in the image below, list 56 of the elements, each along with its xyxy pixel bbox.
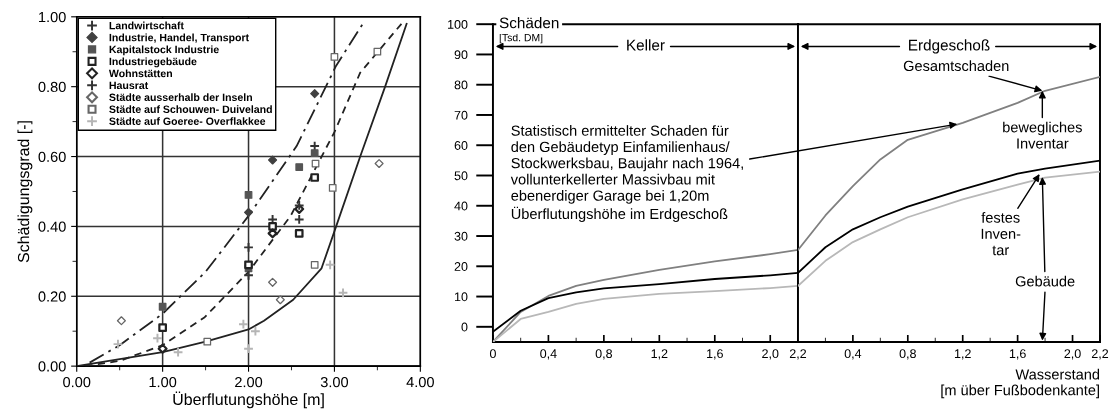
- legend-label: Hausrat: [109, 81, 149, 90]
- legend-label: Städte ausserhalb der Inseln: [109, 93, 252, 102]
- x-tick-label: 4.00: [406, 376, 434, 388]
- annotation: [Tsd. DM]: [499, 33, 543, 44]
- y-tick-label: 60: [454, 141, 468, 150]
- x-tick-label: 2,0: [762, 349, 779, 360]
- annotation: Gesamtschaden: [903, 60, 1009, 72]
- x-tick-label: 0,4: [540, 349, 557, 360]
- x-tick-label: 2,2: [789, 349, 807, 360]
- text: Erdgeschoß: [909, 39, 990, 54]
- x-tick-label: 0.00: [63, 376, 91, 388]
- x-tick-label: 0: [489, 349, 496, 359]
- y-tick-label: 0.80: [38, 81, 66, 93]
- y-axis-title: Schädigungsgrad [-]: [17, 121, 33, 263]
- x-tick-label: 0,8: [595, 349, 613, 360]
- legend-label: Industriegebäude: [109, 57, 197, 68]
- x-tick-label: 1,6: [1009, 349, 1026, 360]
- x-tick-label: 3.00: [320, 376, 349, 388]
- text: Keller: [627, 39, 665, 51]
- x-tick-label: 2,0: [1064, 349, 1081, 360]
- x-tick-label: 0,4: [844, 349, 862, 360]
- y-tick-label: 90: [454, 50, 468, 60]
- y-tick-label: 0: [461, 322, 468, 332]
- y-tick-label: 20: [454, 262, 468, 271]
- legend-label: Städte auf Goeree- Overflakkee: [109, 117, 266, 125]
- x-tick-label: 1.00: [149, 376, 177, 388]
- annotation: Statistisch ermittelter Schaden für den Gebäudetyp Einfamilienhaus/ Stockwerksbau, Baujahr nach 1964, vollunterkellerter Massivbau mit ebenerdiger Garage bei 1,20m Überflutungshöhe im Erdgeschoß: [510, 125, 743, 222]
- legend-label: Kapitalstock Industrie: [109, 45, 219, 56]
- annotation: festes Inven- tar: [981, 212, 1021, 256]
- x-tick-label: 1,6: [707, 349, 723, 360]
- y-tick-label: 0.20: [38, 291, 66, 302]
- y-tick-label: 1.00: [39, 11, 66, 23]
- x-tick-label: 1,2: [651, 349, 668, 360]
- x-tick-label: 2,2: [1091, 349, 1109, 360]
- y-tick-label: 40: [454, 201, 468, 211]
- legend-label: Landwirtschaft: [109, 21, 184, 30]
- x-axis-title: Wasserstand [m über Fußbodenkante]: [941, 368, 1100, 399]
- x-axis-title: Überflutungshöhe [m]: [173, 391, 324, 409]
- y-axis-title: Schäden: [499, 17, 559, 29]
- y-tick-label: 0.00: [38, 361, 66, 372]
- x-tick-label: 0,8: [899, 349, 916, 360]
- y-tick-label: 0.60: [38, 151, 66, 162]
- y-tick-label: 100: [448, 19, 468, 29]
- y-tick-label: 80: [454, 80, 468, 90]
- legend-label: Städte auf Schouwen- Duiveland: [109, 105, 272, 114]
- y-tick-label: 30: [454, 231, 468, 241]
- annotation: Gebäude: [1015, 275, 1075, 287]
- y-tick-label: 0.40: [38, 221, 66, 232]
- legend-label: Industrie, Handel, Transport: [109, 33, 249, 44]
- y-tick-label: 10: [455, 292, 468, 302]
- annotation: bewegliches Inventar: [1003, 121, 1082, 149]
- y-tick-label: 70: [454, 110, 468, 120]
- legend-label: Wohnstätten: [108, 69, 172, 78]
- x-tick-label: 2.00: [235, 376, 263, 388]
- y-tick-label: 50: [454, 171, 468, 181]
- x-tick-label: 1,2: [954, 349, 971, 360]
